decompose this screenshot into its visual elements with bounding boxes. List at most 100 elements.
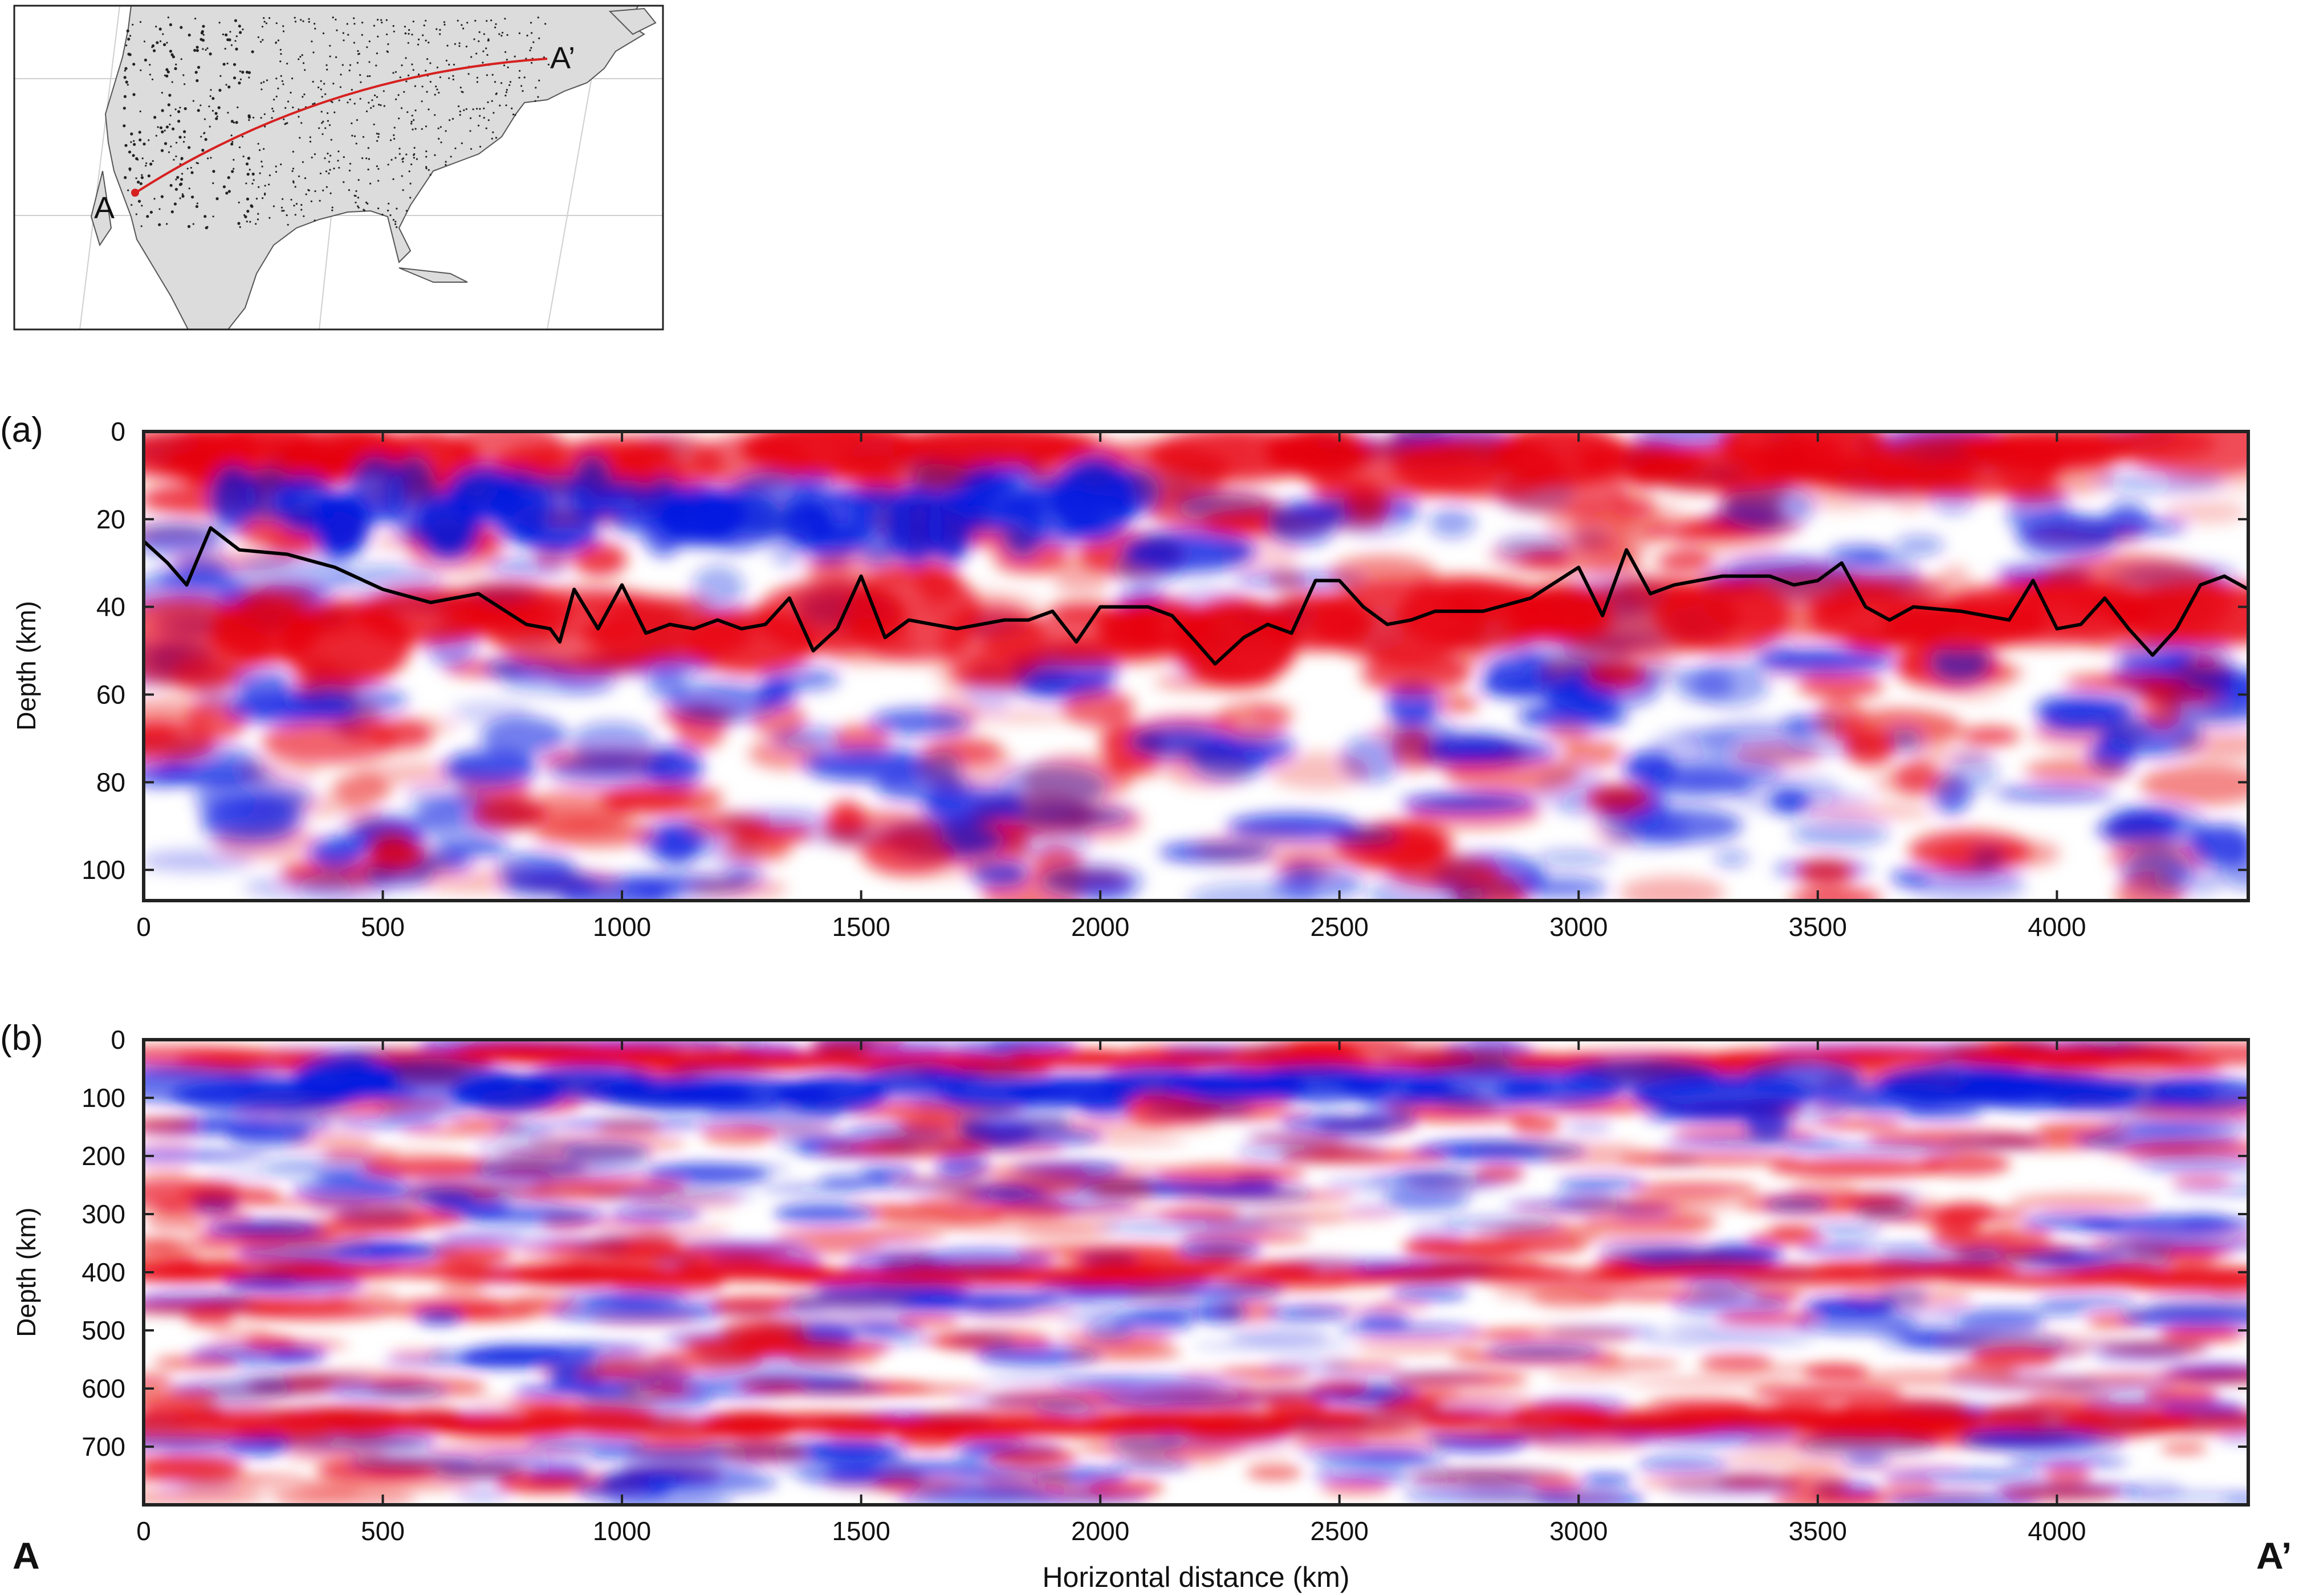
station-dot (507, 66, 509, 68)
station-dot (197, 66, 201, 69)
station-dot (272, 205, 275, 207)
negative-amplitude (1441, 1216, 1561, 1232)
station-dot (204, 118, 206, 120)
station-dot (271, 117, 273, 119)
station-dot (402, 189, 404, 192)
negative-amplitude (568, 1342, 665, 1352)
negative-amplitude (2006, 1458, 2130, 1467)
station-dot (252, 116, 255, 119)
station-dot (324, 127, 327, 129)
negative-amplitude (563, 1141, 650, 1164)
station-dot (411, 34, 413, 36)
station-dot (363, 209, 365, 211)
station-dot (206, 226, 209, 228)
station-dot (358, 52, 361, 55)
station-dot (133, 140, 135, 142)
negative-amplitude (1486, 1343, 1602, 1359)
station-dot (303, 215, 305, 217)
station-dot (393, 137, 396, 140)
positive-amplitude (889, 1175, 985, 1187)
station-dot (436, 66, 439, 68)
station-dot (174, 108, 177, 111)
station-dot (312, 51, 315, 54)
profile-line-a-a-prime (133, 58, 548, 195)
station-dot (394, 223, 397, 225)
station-dot (414, 128, 417, 130)
station-dot (123, 124, 126, 128)
station-dot (230, 120, 234, 123)
station-dot (140, 225, 143, 227)
negative-amplitude (1797, 1245, 1873, 1253)
positive-amplitude (1015, 1244, 1192, 1260)
station-dot (239, 70, 241, 72)
station-dot (319, 199, 321, 202)
station-dot (425, 167, 428, 170)
station-dot (233, 63, 237, 66)
station-dot (332, 17, 334, 19)
station-dot (147, 174, 150, 178)
station-dot (226, 38, 230, 42)
negative-amplitude (1281, 1113, 1370, 1131)
station-dot (371, 99, 373, 101)
station-dot (377, 19, 379, 21)
station-dot (532, 41, 535, 43)
station-dot (408, 29, 410, 31)
station-dot (380, 104, 382, 107)
negative-amplitude (334, 564, 441, 593)
negative-band-segment (209, 465, 258, 532)
negative-amplitude (1810, 1298, 1898, 1312)
station-dot (124, 176, 127, 180)
negative-amplitude (526, 1437, 645, 1451)
station-dot (469, 130, 471, 132)
station-dot (410, 123, 413, 125)
station-dot (410, 120, 413, 123)
positive-amplitude (773, 1229, 947, 1240)
positive-amplitude (2143, 687, 2182, 731)
station-dot (357, 197, 360, 199)
station-dot (135, 177, 137, 180)
negative-amplitude (1855, 1308, 1967, 1320)
station-dot (353, 23, 356, 25)
station-dot (373, 123, 375, 125)
positive-amplitude (573, 543, 627, 576)
station-dot (445, 59, 448, 62)
station-dot (294, 17, 296, 19)
positive-amplitude (1445, 755, 1580, 795)
station-dot (490, 19, 493, 22)
station-dot (461, 142, 463, 144)
panel-a-ylabel: Depth (km) (11, 601, 41, 730)
station-dot (153, 116, 157, 119)
positive-amplitude (267, 531, 319, 555)
negative-amplitude (1144, 1100, 1249, 1117)
station-dot (411, 115, 413, 117)
station-dot (298, 58, 300, 60)
station-dot (426, 91, 428, 93)
positive-amplitude (490, 1165, 554, 1175)
positive-amplitude (144, 1300, 291, 1315)
station-dot (475, 52, 478, 55)
positive-amplitude (1625, 1378, 1788, 1386)
positive-amplitude (1065, 1345, 1182, 1362)
station-dot (137, 158, 139, 161)
positive-amplitude (1789, 887, 1882, 901)
positive-amplitude (1936, 1333, 2118, 1353)
station-dot (242, 28, 244, 31)
station-dot (522, 90, 524, 92)
negative-amplitude (980, 1377, 1139, 1385)
station-dot (351, 122, 353, 124)
negative-amplitude (427, 1350, 473, 1359)
negative-amplitude (1390, 1287, 1468, 1301)
station-dot (407, 74, 410, 76)
station-dot (328, 172, 330, 174)
station-dot (294, 214, 296, 216)
negative-amplitude (586, 1376, 707, 1385)
x-tick-label: 500 (361, 912, 405, 942)
negative-amplitude (1030, 1286, 1158, 1299)
station-dot (268, 17, 271, 19)
positive-amplitude (595, 1353, 670, 1369)
station-dot (514, 114, 516, 116)
station-dot (397, 94, 400, 96)
y-tick-label: 600 (82, 1374, 125, 1403)
station-dot (443, 23, 446, 26)
positive-amplitude (2044, 1465, 2092, 1484)
